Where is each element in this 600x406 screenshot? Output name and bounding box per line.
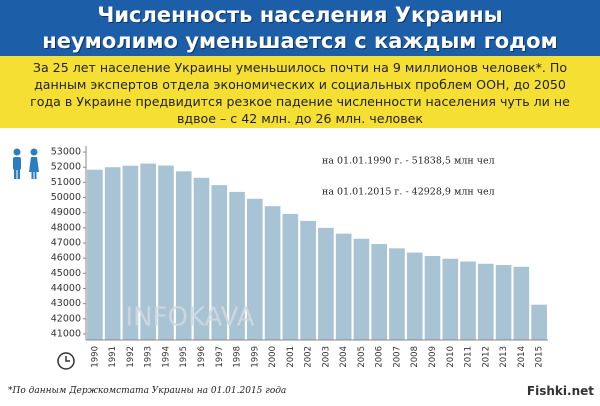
x-tick-label: 2001: [286, 346, 296, 368]
bar: [211, 185, 228, 340]
bar: [229, 191, 245, 340]
x-tick-label: 2008: [410, 346, 420, 368]
bar: [477, 263, 494, 340]
x-tick-label: 2013: [499, 346, 509, 368]
bar: [175, 171, 192, 340]
bar: [406, 252, 423, 340]
bar: [246, 198, 263, 340]
x-tick-label: 1993: [144, 346, 154, 368]
bar: [389, 248, 405, 340]
title-banner: Численность населения Украины неумолимо …: [0, 0, 600, 56]
bar: [353, 238, 370, 340]
x-tick-label: 1990: [90, 346, 100, 368]
y-tick-label: 52000: [51, 162, 81, 173]
x-tick-label: 2007: [392, 346, 402, 368]
x-tick-label: 1991: [108, 346, 118, 368]
annotation: на 01.01.2015 г. - 42928,9 млн чел: [322, 187, 495, 198]
bar: [122, 165, 139, 340]
x-tick-label: 2012: [481, 346, 491, 368]
y-tick-label: 44000: [51, 283, 81, 294]
x-tick-label: 1999: [250, 346, 260, 368]
bar: [264, 206, 281, 340]
x-tick-label: 1998: [233, 346, 243, 368]
y-tick-label: 45000: [51, 268, 81, 279]
x-tick-label: 2009: [428, 346, 438, 368]
bar: [318, 227, 334, 340]
y-tick-label: 42000: [51, 313, 81, 324]
bar: [282, 213, 299, 340]
x-tick-label: 2010: [446, 346, 456, 368]
bar: [104, 167, 121, 340]
bar: [140, 163, 157, 340]
x-tick-label: 2015: [535, 346, 545, 368]
y-tick-label: 50000: [51, 192, 81, 203]
bar: [460, 261, 476, 340]
footnote: *По данным Держкомстата Украины на 01.01…: [8, 386, 287, 396]
x-tick-label: 2002: [304, 346, 314, 368]
title-line: Численность населения Украины: [97, 3, 503, 27]
x-tick-label: 1995: [179, 346, 189, 368]
bar: [424, 256, 441, 340]
bar: [531, 304, 547, 340]
people-icon: [13, 148, 39, 179]
annotation: на 01.01.1990 г. - 51838,5 млн чел: [322, 156, 495, 167]
intro-text: За 25 лет население Украины уменьшилось …: [0, 56, 600, 128]
x-tick-label: 1996: [197, 346, 207, 368]
x-tick-label: 1992: [126, 346, 136, 368]
y-tick-label: 47000: [51, 238, 81, 249]
bar: [158, 165, 174, 340]
x-tick-label: 2014: [517, 346, 527, 368]
clock-icon: [57, 352, 75, 370]
title-line: неумолимо уменьшается с каждым годом: [42, 29, 558, 53]
bar: [193, 177, 210, 340]
y-tick-label: 43000: [51, 298, 81, 309]
y-tick-label: 49000: [51, 207, 81, 218]
x-tick-label: 1997: [215, 346, 225, 368]
x-tick-label: 2004: [339, 346, 349, 368]
x-tick-label: 2003: [321, 346, 331, 368]
bar: [495, 264, 512, 340]
bar: [335, 233, 352, 340]
bar: [300, 220, 316, 340]
x-tick-label: 2000: [268, 346, 278, 368]
x-tick-label: 2006: [375, 346, 385, 368]
y-tick-label: 51000: [51, 177, 81, 188]
y-tick-label: 46000: [51, 253, 81, 264]
x-tick-label: 1994: [161, 346, 171, 368]
bar: [371, 244, 388, 340]
x-tick-label: 2005: [357, 346, 367, 368]
bar: [87, 169, 103, 340]
bar: [442, 258, 459, 340]
bar: [513, 266, 530, 340]
watermark: INFOKAVA: [125, 303, 254, 333]
y-tick-label: 48000: [51, 222, 81, 233]
y-tick-label: 41000: [51, 328, 81, 339]
source-logo: Fishki.net: [526, 384, 594, 398]
x-tick-label: 2011: [464, 346, 474, 368]
y-tick-label: 53000: [51, 147, 81, 158]
